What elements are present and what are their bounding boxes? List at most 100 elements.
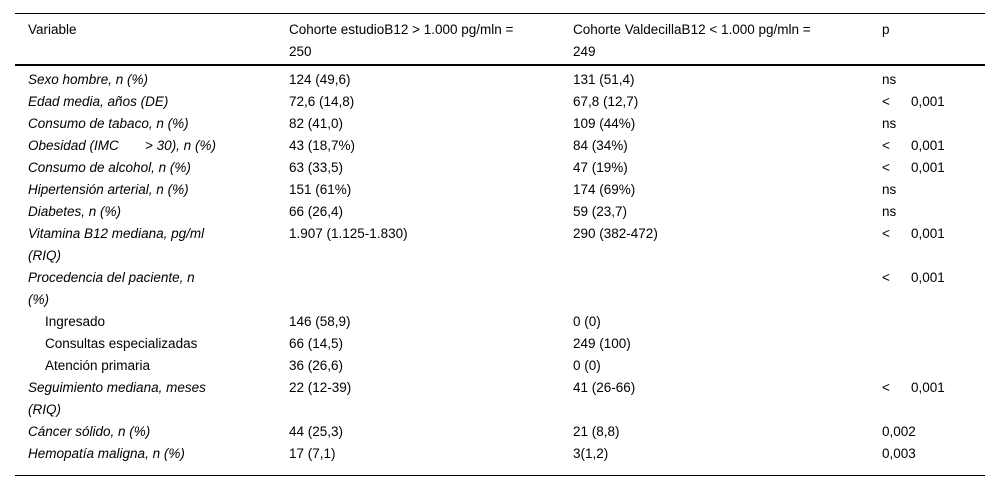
p-value: 0,001: [911, 380, 945, 395]
cohort1-cell: 1.907 (1.125-1.830): [289, 226, 408, 241]
table-row: Consumo de tabaco, n (%) 82 (41,0) 109 (…: [15, 113, 985, 135]
p-cell: <0,001: [882, 267, 985, 311]
cohort2-cell: 109 (44%): [573, 116, 636, 131]
cohort2-cell: 0 (0): [573, 358, 601, 373]
variable-cell: Obesidad (IMC > 30), n (%): [28, 138, 216, 153]
table-row: Diabetes, n (%) 66 (26,4) 59 (23,7) ns: [15, 201, 985, 223]
p-value: 0,001: [911, 94, 945, 109]
cohort1-cell: 43 (18,7%): [289, 138, 356, 153]
variable-cell: Hipertensión arterial, n (%): [28, 182, 189, 197]
cohort1-cell: 82 (41,0): [289, 116, 344, 131]
cohort2-cell: 21 (8,8): [573, 424, 620, 439]
cohort1-cell: [289, 267, 573, 311]
cohort1-cell: 63 (33,5): [289, 160, 344, 175]
p-value: 0,001: [911, 138, 945, 153]
p-value: ns: [882, 116, 897, 131]
cohort1-cell: 36 (26,6): [289, 358, 344, 373]
p-less-than-sign: <: [882, 94, 890, 109]
p-value: 0,003: [882, 446, 916, 461]
table-row: Hipertensión arterial, n (%) 151 (61%) 1…: [15, 179, 985, 201]
cohort1-cell: 151 (61%): [289, 182, 352, 197]
p-cell: [882, 355, 985, 377]
table-row: Edad media, años (DE) 72,6 (14,8) 67,8 (…: [15, 91, 985, 113]
p-less-than-sign: <: [882, 380, 890, 395]
cohort1-cell: 44 (25,3): [289, 424, 344, 439]
variable-cell: Ingresado: [45, 314, 106, 329]
cohort1-cell: 146 (58,9): [289, 314, 351, 329]
cohort2-cell: 3(1,2): [573, 446, 609, 461]
variable-cell: Sexo hombre, n (%): [28, 72, 149, 87]
table-row: Consumo de alcohol, n (%) 63 (33,5) 47 (…: [15, 157, 985, 179]
p-cell: 0,002: [882, 421, 985, 443]
cohort1-cell: 124 (49,6): [289, 72, 351, 87]
p-cell: ns: [882, 201, 985, 223]
table-row-sub-item: Ingresado 146 (58,9) 0 (0): [15, 311, 985, 333]
p-cell: ns: [882, 113, 985, 135]
cohort2-cell: 41 (26-66): [573, 380, 636, 395]
table-row: Procedencia del paciente, n (%) <0,001: [15, 267, 985, 311]
p-value: 0,001: [911, 270, 945, 285]
variable-cell: Cáncer sólido, n (%): [28, 424, 151, 439]
cohort-comparison-table: Variable Cohorte estudioB12 > 1.000 pg/m…: [15, 13, 985, 476]
column-header-variable: Variable: [28, 22, 77, 37]
table-row: Vitamina B12 mediana, pg/ml (RIQ) 1.907 …: [15, 223, 985, 267]
variable-cell: Procedencia del paciente, n (%): [28, 270, 195, 307]
p-value: 0,001: [911, 160, 945, 175]
column-header-cohort-valdecilla: Cohorte ValdecillaB12 < 1.000 pg/mln = 2…: [573, 22, 811, 59]
cohort2-cell: 47 (19%): [573, 160, 628, 175]
table-row-sub-item: Atención primaria 36 (26,6) 0 (0): [15, 355, 985, 377]
cohort2-cell: 174 (69%): [573, 182, 636, 197]
table-row-sub-item: Consultas especializadas 66 (14,5) 249 (…: [15, 333, 985, 355]
variable-cell: Vitamina B12 mediana, pg/ml (RIQ): [28, 226, 205, 263]
p-value: ns: [882, 204, 897, 219]
variable-cell: Consumo de alcohol, n (%): [28, 160, 191, 175]
header-row: Variable Cohorte estudioB12 > 1.000 pg/m…: [15, 13, 985, 65]
table-body: Sexo hombre, n (%) 124 (49,6) 131 (51,4)…: [15, 65, 985, 476]
p-value: 0,002: [882, 424, 916, 439]
cohort2-cell: [573, 267, 882, 311]
table-row: Sexo hombre, n (%) 124 (49,6) 131 (51,4)…: [15, 65, 985, 91]
column-header-cohort-estudio: Cohorte estudioB12 > 1.000 pg/mln = 250: [289, 22, 514, 59]
cohort2-cell: 67,8 (12,7): [573, 94, 639, 109]
cohort2-cell: 131 (51,4): [573, 72, 635, 87]
p-cell: 0,003: [882, 443, 985, 476]
p-less-than-sign: <: [882, 138, 890, 153]
variable-cell: Edad media, años (DE): [28, 94, 169, 109]
p-cell: ns: [882, 179, 985, 201]
variable-cell: Atención primaria: [45, 358, 151, 373]
p-less-than-sign: <: [882, 270, 890, 285]
table-row: Seguimiento mediana, meses (RIQ) 22 (12-…: [15, 377, 985, 421]
cohort2-cell: 59 (23,7): [573, 204, 628, 219]
cohort1-cell: 22 (12-39): [289, 380, 352, 395]
p-cell: <0,001: [882, 135, 985, 157]
p-cell: <0,001: [882, 223, 985, 267]
cohort1-cell: 17 (7,1): [289, 446, 336, 461]
cohort2-cell: 290 (382-472): [573, 226, 658, 241]
p-value: ns: [882, 72, 897, 87]
variable-cell: Diabetes, n (%): [28, 204, 122, 219]
p-value: 0,001: [911, 226, 945, 241]
p-less-than-sign: <: [882, 226, 890, 241]
p-value: ns: [882, 182, 897, 197]
variable-cell: Hemopatía maligna, n (%): [28, 446, 185, 461]
variable-cell: Consumo de tabaco, n (%): [28, 116, 189, 131]
cohort2-cell: 0 (0): [573, 314, 601, 329]
variable-cell: Seguimiento mediana, meses (RIQ): [28, 380, 206, 417]
table-row: Cáncer sólido, n (%) 44 (25,3) 21 (8,8) …: [15, 421, 985, 443]
variable-cell: Consultas especializadas: [45, 336, 198, 351]
p-cell: <0,001: [882, 91, 985, 113]
table-row: Hemopatía maligna, n (%) 17 (7,1) 3(1,2)…: [15, 443, 985, 476]
cohort1-cell: 66 (26,4): [289, 204, 344, 219]
p-cell: [882, 311, 985, 333]
p-cell: [882, 333, 985, 355]
p-cell: <0,001: [882, 377, 985, 421]
p-less-than-sign: <: [882, 160, 890, 175]
column-header-p: p: [882, 22, 890, 37]
p-cell: ns: [882, 65, 985, 91]
p-cell: <0,001: [882, 157, 985, 179]
cohort1-cell: 72,6 (14,8): [289, 94, 355, 109]
table-row: Obesidad (IMC > 30), n (%) 43 (18,7%) 84…: [15, 135, 985, 157]
cohort2-cell: 249 (100): [573, 336, 631, 351]
cohort1-cell: 66 (14,5): [289, 336, 344, 351]
